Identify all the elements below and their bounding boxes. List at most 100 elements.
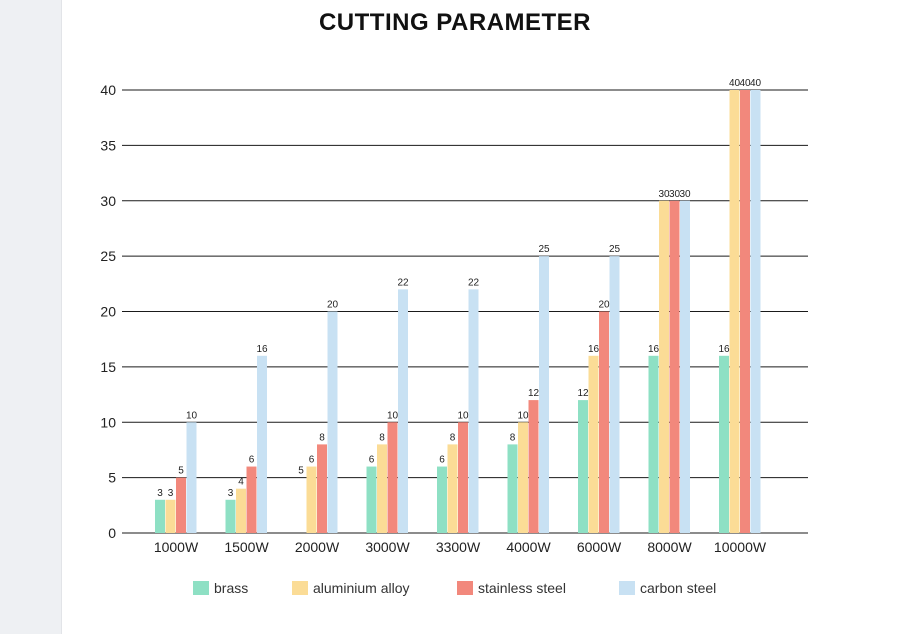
x-tick-label-8000W: 8000W xyxy=(647,539,692,555)
bar-aluminium-alloy-2000W xyxy=(306,466,317,533)
data-label-carbon-steel-1500W: 16 xyxy=(256,344,268,355)
legend-label-stainless-steel: stainless steel xyxy=(478,580,566,596)
data-label-carbon-steel-1000W: 10 xyxy=(186,410,198,421)
bar-stainless-steel-10000W xyxy=(740,90,750,533)
data-label-carbon-steel-2000W: 20 xyxy=(327,300,339,311)
chart-title: CUTTING PARAMETER xyxy=(318,9,592,36)
bar-carbon-steel-3000W xyxy=(398,289,408,533)
bar-carbon-steel-4000W xyxy=(539,256,549,533)
bar-aluminium-alloy-8000W xyxy=(659,200,669,533)
bar-carbon-steel-3300W xyxy=(468,289,479,533)
x-tick-label-2000W: 2000W xyxy=(295,539,340,555)
bar-stainless-steel-6000W xyxy=(599,311,609,533)
data-label-brass-1500W: 3 xyxy=(228,488,234,499)
data-label-brass-8000W: 16 xyxy=(648,344,660,355)
bar-brass-3300W xyxy=(437,466,447,533)
bar-brass-10000W xyxy=(719,355,729,533)
data-label-brass-3000W: 6 xyxy=(369,455,375,466)
data-label-brass-1000W: 3 xyxy=(157,488,163,499)
data-label-stainless-steel-2000W: 8 xyxy=(319,432,325,443)
bar-stainless-steel-2000W xyxy=(317,444,327,533)
data-label-stainless-steel-3000W: 10 xyxy=(387,410,399,421)
bar-brass-1500W xyxy=(225,499,236,533)
bar-aluminium-alloy-6000W xyxy=(588,355,599,533)
bar-brass-6000W xyxy=(578,400,588,533)
bar-carbon-steel-6000W xyxy=(609,256,620,533)
y-tick-label-30: 30 xyxy=(100,193,116,209)
data-label-stainless-steel-8000W: 30 xyxy=(669,189,681,200)
bar-carbon-steel-10000W xyxy=(750,90,761,533)
bar-stainless-steel-3000W xyxy=(387,422,398,533)
y-tick-label-5: 5 xyxy=(108,470,116,486)
bar-aluminium-alloy-1500W xyxy=(236,488,246,533)
data-label-aluminium-alloy-10000W: 40 xyxy=(729,78,741,89)
bar-brass-3000W xyxy=(366,466,377,533)
data-label-aluminium-alloy-3300W: 8 xyxy=(450,432,456,443)
bar-carbon-steel-8000W xyxy=(680,200,690,533)
bar-carbon-steel-1000W xyxy=(186,422,197,533)
bar-aluminium-alloy-3300W xyxy=(447,444,458,533)
data-label-aluminium-alloy-1000W: 3 xyxy=(168,488,174,499)
legend-swatch-carbon-steel xyxy=(619,581,635,595)
data-label-aluminium-alloy-6000W: 16 xyxy=(588,344,600,355)
bar-brass-8000W xyxy=(648,355,659,533)
data-label-aluminium-alloy-2000W: 6 xyxy=(309,455,315,466)
legend-label-aluminium-alloy: aluminium alloy xyxy=(313,580,409,596)
x-tick-label-10000W: 10000W xyxy=(714,539,767,555)
data-label-aluminium-alloy-8000W: 30 xyxy=(658,189,670,200)
data-label-stainless-steel-4000W: 12 xyxy=(528,388,540,399)
y-tick-label-35: 35 xyxy=(100,137,116,153)
bar-carbon-steel-2000W xyxy=(327,311,338,533)
y-tick-label-40: 40 xyxy=(100,82,116,98)
legend-swatch-stainless-steel xyxy=(457,581,473,595)
data-label-brass-3300W: 6 xyxy=(439,455,445,466)
data-label-stainless-steel-10000W: 40 xyxy=(739,78,751,89)
data-label-brass-4000W: 8 xyxy=(510,432,516,443)
y-tick-label-15: 15 xyxy=(100,359,116,375)
y-tick-label-25: 25 xyxy=(100,248,116,264)
bar-stainless-steel-4000W xyxy=(528,400,539,533)
bar-aluminium-alloy-3000W xyxy=(377,444,387,533)
data-label-carbon-steel-6000W: 25 xyxy=(609,244,621,255)
legend-label-carbon-steel: carbon steel xyxy=(640,580,716,596)
bar-brass-4000W xyxy=(507,444,518,533)
data-label-carbon-steel-10000W: 40 xyxy=(750,78,762,89)
data-label-stainless-steel-1500W: 6 xyxy=(249,455,255,466)
data-label-stainless-steel-1000W: 5 xyxy=(178,466,184,477)
data-label-carbon-steel-4000W: 25 xyxy=(538,244,550,255)
data-label-aluminium-alloy-4000W: 10 xyxy=(517,410,529,421)
y-tick-label-10: 10 xyxy=(100,414,116,430)
x-tick-label-1500W: 1500W xyxy=(224,539,269,555)
data-label-stainless-steel-6000W: 20 xyxy=(598,300,610,311)
bar-aluminium-alloy-1000W xyxy=(165,499,176,533)
page-side-strip xyxy=(0,0,62,634)
x-tick-label-3000W: 3000W xyxy=(365,539,410,555)
x-tick-label-4000W: 4000W xyxy=(506,539,551,555)
data-label-brass-10000W: 16 xyxy=(718,344,730,355)
data-label-carbon-steel-3000W: 22 xyxy=(397,277,409,288)
data-label-carbon-steel-3300W: 22 xyxy=(468,277,480,288)
x-tick-label-3300W: 3300W xyxy=(436,539,481,555)
data-label-stainless-steel-3300W: 10 xyxy=(457,410,469,421)
data-label-aluminium-alloy-3000W: 8 xyxy=(379,432,385,443)
bar-stainless-steel-1500W xyxy=(246,466,257,533)
bar-stainless-steel-1000W xyxy=(176,477,186,533)
bar-brass-1000W xyxy=(155,499,165,533)
y-tick-label-0: 0 xyxy=(108,525,116,541)
legend-swatch-aluminium-alloy xyxy=(292,581,308,595)
bar-aluminium-alloy-4000W xyxy=(518,422,528,533)
bar-stainless-steel-8000W xyxy=(669,200,680,533)
y-tick-label-20: 20 xyxy=(100,304,116,320)
data-label-brass-2000W: 5 xyxy=(298,466,304,477)
bar-aluminium-alloy-10000W xyxy=(729,90,740,533)
bar-carbon-steel-1500W xyxy=(257,355,267,533)
x-tick-label-6000W: 6000W xyxy=(577,539,622,555)
x-tick-label-1000W: 1000W xyxy=(154,539,199,555)
data-label-aluminium-alloy-1500W: 4 xyxy=(238,477,244,488)
legend-swatch-brass xyxy=(193,581,209,595)
legend-label-brass: brass xyxy=(214,580,248,596)
bar-stainless-steel-3300W xyxy=(458,422,468,533)
data-label-carbon-steel-8000W: 30 xyxy=(679,189,691,200)
data-label-brass-6000W: 12 xyxy=(577,388,589,399)
